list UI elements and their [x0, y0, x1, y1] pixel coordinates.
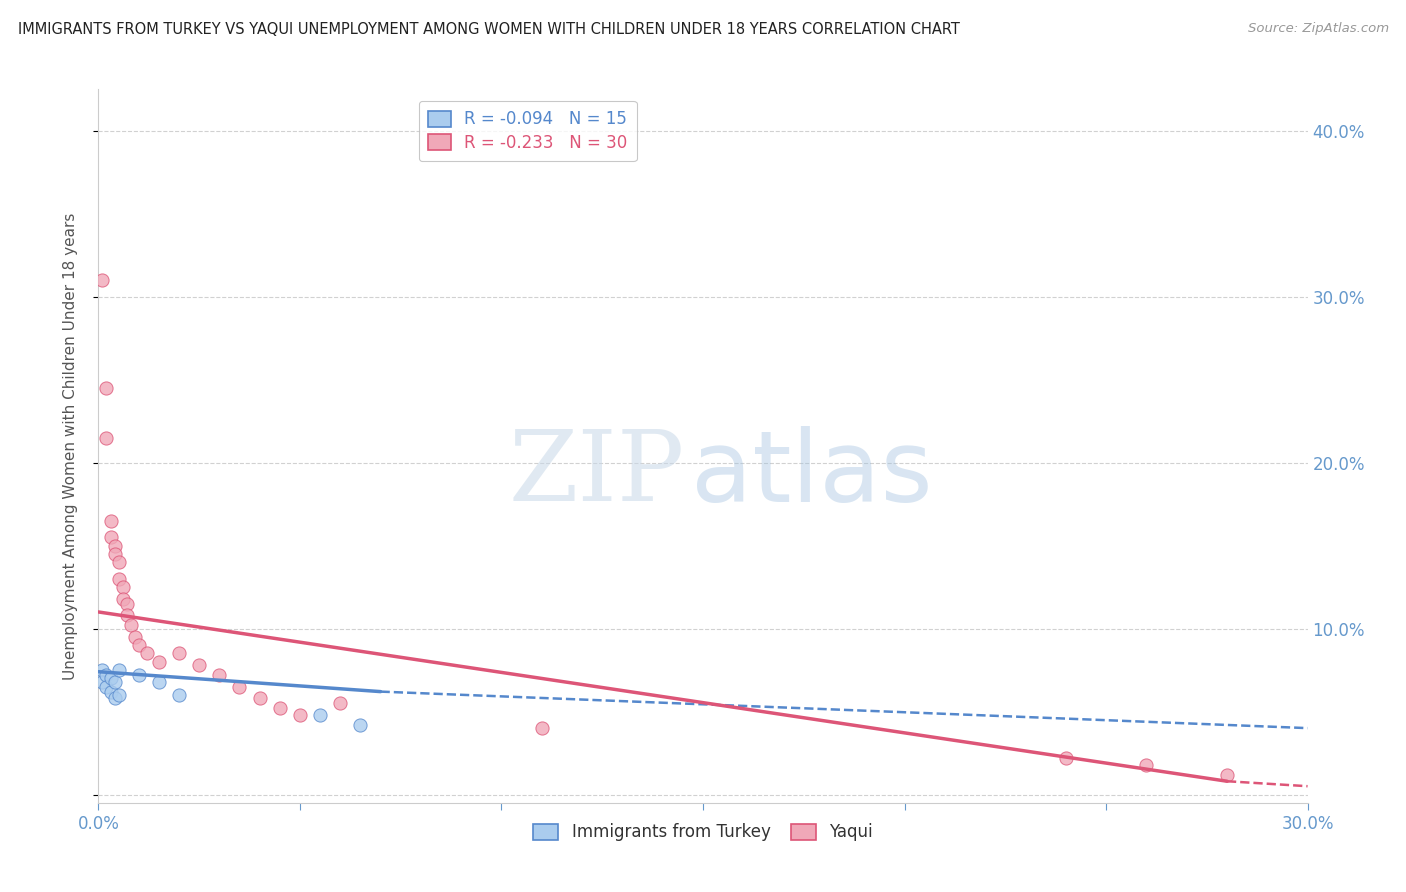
Y-axis label: Unemployment Among Women with Children Under 18 years: Unemployment Among Women with Children U…	[63, 212, 77, 680]
Point	[167, 647, 190, 661]
Point	[1054, 751, 1077, 765]
Text: atlas: atlas	[690, 426, 932, 523]
Text: Source: ZipAtlas.com: Source: ZipAtlas.com	[1249, 22, 1389, 36]
Point	[135, 647, 157, 661]
Point	[167, 688, 190, 702]
Point	[309, 707, 332, 722]
Point	[115, 597, 138, 611]
Point	[1135, 757, 1157, 772]
Point	[91, 663, 114, 677]
Point	[100, 530, 122, 544]
Point	[107, 663, 129, 677]
Point	[103, 691, 125, 706]
Point	[128, 668, 150, 682]
Point	[91, 273, 114, 287]
Point	[148, 655, 170, 669]
Point	[329, 696, 352, 710]
Point	[100, 684, 122, 698]
Point	[115, 608, 138, 623]
Point	[103, 547, 125, 561]
Text: ZIP: ZIP	[509, 426, 685, 523]
Point	[208, 668, 231, 682]
Point	[1216, 767, 1239, 781]
Point	[96, 381, 118, 395]
Point	[249, 691, 271, 706]
Point	[188, 658, 211, 673]
Point	[269, 701, 291, 715]
Point	[120, 618, 142, 632]
Point	[228, 680, 250, 694]
Point	[103, 539, 125, 553]
Point	[103, 674, 125, 689]
Text: IMMIGRANTS FROM TURKEY VS YAQUI UNEMPLOYMENT AMONG WOMEN WITH CHILDREN UNDER 18 : IMMIGRANTS FROM TURKEY VS YAQUI UNEMPLOY…	[18, 22, 960, 37]
Point	[96, 431, 118, 445]
Point	[148, 674, 170, 689]
Point	[100, 671, 122, 685]
Point	[91, 674, 114, 689]
Point	[111, 580, 134, 594]
Point	[96, 680, 118, 694]
Point	[349, 718, 371, 732]
Point	[111, 591, 134, 606]
Point	[107, 572, 129, 586]
Point	[530, 721, 553, 735]
Legend: Immigrants from Turkey, Yaqui: Immigrants from Turkey, Yaqui	[527, 817, 879, 848]
Point	[96, 668, 118, 682]
Point	[124, 630, 146, 644]
Point	[100, 514, 122, 528]
Point	[107, 555, 129, 569]
Point	[107, 688, 129, 702]
Point	[128, 638, 150, 652]
Point	[288, 707, 311, 722]
